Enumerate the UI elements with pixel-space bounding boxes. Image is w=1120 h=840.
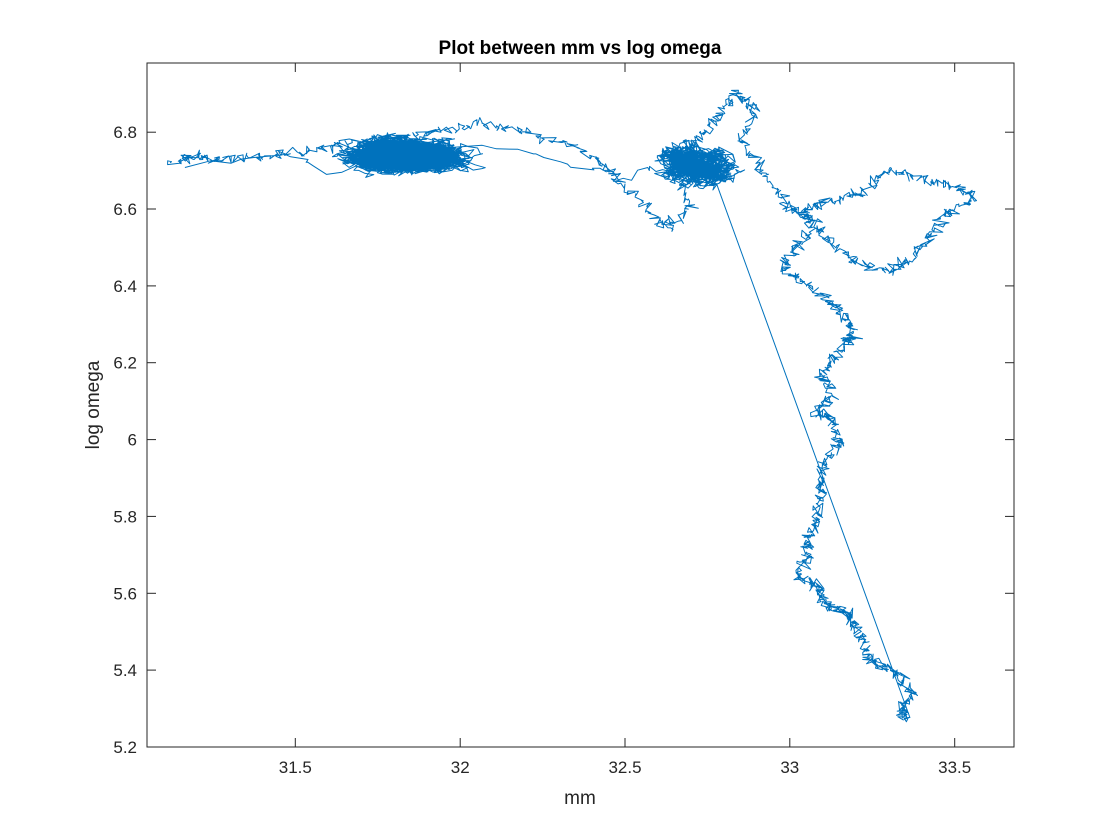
x-tick-label: 32 [451, 758, 470, 777]
y-tick-label: 6.2 [113, 354, 137, 373]
y-tick-label: 5.4 [113, 661, 137, 680]
series-line-0 [167, 89, 977, 723]
x-axis-label: mm [564, 788, 596, 809]
plot-area: 31.5 32 32.5 33 33.5 5.2 5.4 5.6 5.8 6 6.2 6.4 6.6 6.… [113, 62, 1015, 777]
tick-layer: 31.5 32 32.5 33 33.5 5.2 5.4 5.6 5.8 6 6.2 6.4 6.6 6.… [113, 63, 1014, 777]
trace-layer [167, 89, 977, 723]
chart-title: Plot between mm vs log omega [439, 38, 722, 59]
y-tick-label: 6.4 [113, 277, 137, 296]
x-tick-label: 33 [780, 758, 799, 777]
y-tick-label: 5.6 [113, 584, 137, 603]
y-axis-label: log omega [83, 360, 104, 449]
x-tick-label: 31.5 [279, 758, 312, 777]
x-tick-label: 32.5 [608, 758, 641, 777]
axes-background [147, 63, 1014, 747]
y-tick-label: 5.2 [113, 738, 137, 757]
y-tick-label: 6 [128, 431, 137, 450]
y-tick-label: 6.8 [113, 123, 137, 142]
x-tick-label: 33.5 [938, 758, 971, 777]
axes-frame [146, 62, 1015, 748]
y-tick-label: 6.6 [113, 200, 137, 219]
y-tick-label: 5.8 [113, 507, 137, 526]
